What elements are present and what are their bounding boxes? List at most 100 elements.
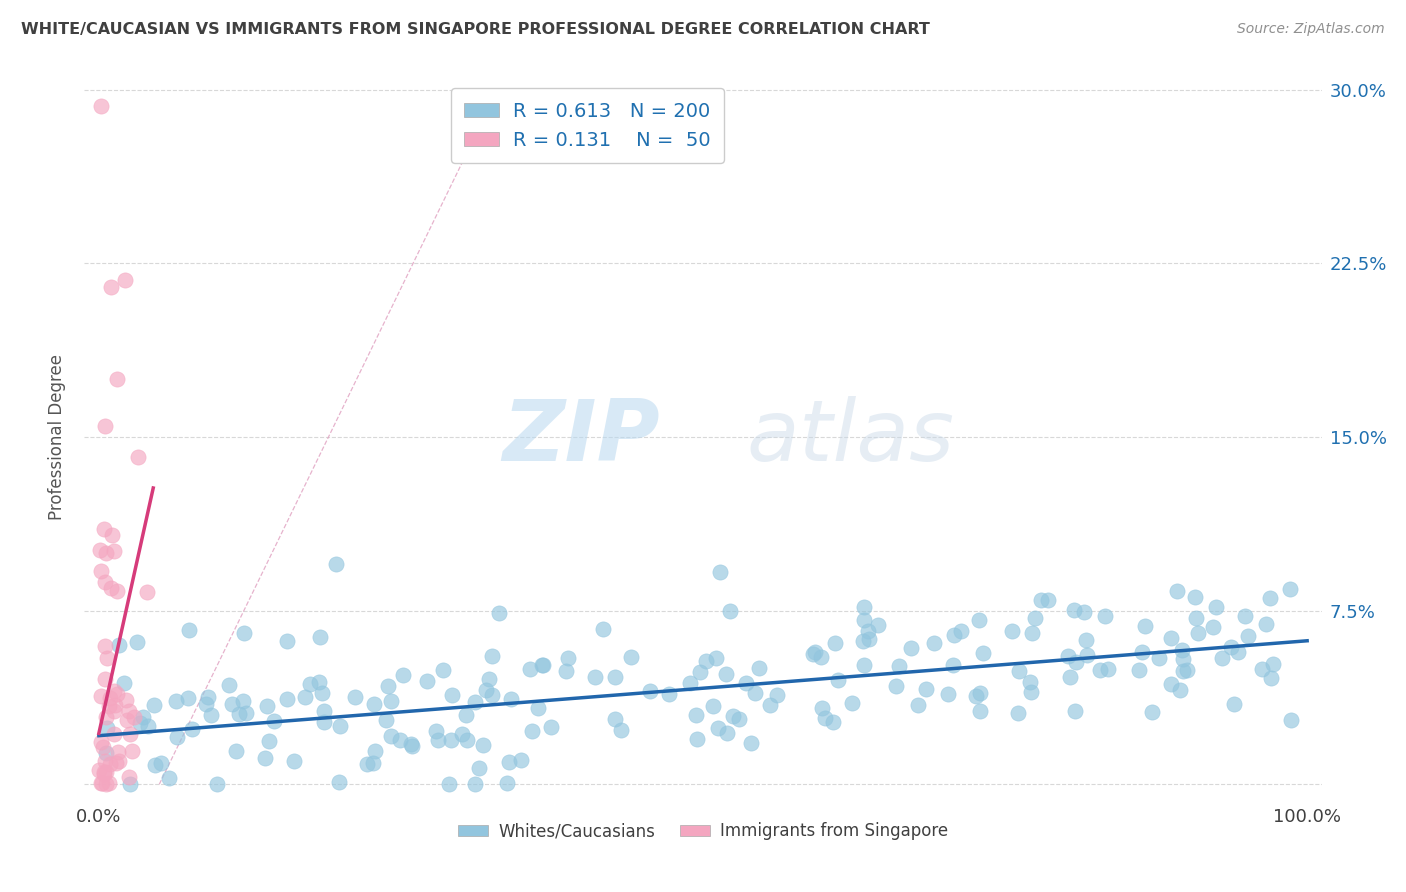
Point bbox=[257, 733, 280, 747]
Point bbox=[481, 648, 503, 663]
Point bbox=[180, 722, 202, 736]
Point bbox=[592, 622, 614, 636]
Point bbox=[94, 574, 117, 589]
Legend: Whites/Caucasians, Immigrants from Singapore: Whites/Caucasians, Immigrants from Singa… bbox=[451, 816, 955, 847]
Point bbox=[103, 543, 125, 558]
Point bbox=[658, 687, 681, 701]
Point bbox=[451, 727, 474, 741]
Point bbox=[205, 777, 228, 791]
Point bbox=[740, 736, 762, 750]
Point bbox=[1171, 665, 1194, 679]
Point bbox=[94, 710, 117, 724]
Point bbox=[1254, 617, 1277, 632]
Y-axis label: Professional Degree: Professional Degree bbox=[48, 354, 66, 520]
Point bbox=[150, 756, 173, 771]
Point bbox=[1008, 665, 1031, 679]
Point bbox=[481, 689, 503, 703]
Point bbox=[328, 775, 350, 789]
Point bbox=[856, 624, 879, 639]
Point bbox=[949, 624, 972, 639]
Point bbox=[232, 694, 254, 708]
Point bbox=[276, 634, 298, 648]
Point bbox=[1160, 632, 1182, 646]
Point bbox=[605, 670, 627, 684]
Point bbox=[103, 726, 125, 740]
Point bbox=[356, 757, 378, 772]
Point bbox=[478, 672, 501, 686]
Point bbox=[1234, 608, 1257, 623]
Point bbox=[93, 672, 115, 686]
Point bbox=[225, 744, 247, 758]
Point bbox=[329, 719, 352, 733]
Point bbox=[314, 704, 336, 718]
Point bbox=[1278, 582, 1301, 596]
Point bbox=[914, 681, 936, 696]
Point bbox=[105, 687, 128, 701]
Point bbox=[1184, 590, 1206, 604]
Point bbox=[1128, 663, 1150, 677]
Point bbox=[389, 732, 412, 747]
Point bbox=[325, 558, 347, 572]
Point bbox=[94, 746, 117, 760]
Point bbox=[364, 744, 387, 758]
Point bbox=[427, 732, 450, 747]
Point bbox=[965, 689, 987, 703]
Point bbox=[129, 715, 152, 730]
Point bbox=[803, 645, 825, 659]
Point bbox=[94, 546, 117, 560]
Point bbox=[157, 771, 180, 785]
Point bbox=[1135, 619, 1157, 633]
Point bbox=[1260, 671, 1282, 685]
Point bbox=[638, 683, 661, 698]
Point bbox=[943, 628, 966, 642]
Point bbox=[104, 698, 127, 713]
Point bbox=[1031, 592, 1053, 607]
Point bbox=[432, 663, 454, 677]
Point bbox=[94, 777, 117, 791]
Point bbox=[1140, 705, 1163, 719]
Point bbox=[852, 658, 875, 673]
Point bbox=[143, 757, 166, 772]
Point bbox=[969, 704, 991, 718]
Point bbox=[344, 690, 367, 704]
Point bbox=[1168, 682, 1191, 697]
Point bbox=[827, 673, 849, 687]
Point bbox=[686, 732, 709, 747]
Point bbox=[94, 640, 117, 654]
Point bbox=[555, 665, 578, 679]
Point bbox=[456, 733, 478, 747]
Point bbox=[1170, 643, 1192, 657]
Point bbox=[727, 712, 749, 726]
Point bbox=[695, 654, 717, 668]
Point bbox=[1073, 606, 1095, 620]
Point bbox=[603, 712, 626, 726]
Point bbox=[90, 565, 112, 579]
Point bbox=[100, 279, 122, 293]
Point bbox=[889, 658, 911, 673]
Point bbox=[253, 751, 276, 765]
Point bbox=[96, 651, 118, 665]
Point bbox=[498, 756, 520, 770]
Point bbox=[361, 756, 384, 770]
Point bbox=[852, 634, 875, 648]
Point bbox=[375, 714, 398, 728]
Point bbox=[1130, 644, 1153, 658]
Point bbox=[456, 708, 478, 723]
Point bbox=[122, 710, 145, 724]
Point bbox=[868, 618, 890, 632]
Point bbox=[97, 776, 120, 790]
Point bbox=[527, 701, 550, 715]
Point bbox=[256, 699, 278, 714]
Point bbox=[105, 372, 128, 386]
Point bbox=[298, 677, 321, 691]
Point bbox=[620, 649, 643, 664]
Point bbox=[900, 641, 922, 656]
Point bbox=[96, 764, 118, 779]
Point bbox=[810, 649, 832, 664]
Point bbox=[716, 726, 738, 740]
Point bbox=[1175, 663, 1198, 677]
Point bbox=[1223, 697, 1246, 711]
Point bbox=[1019, 674, 1042, 689]
Point bbox=[392, 667, 415, 681]
Point bbox=[90, 735, 112, 749]
